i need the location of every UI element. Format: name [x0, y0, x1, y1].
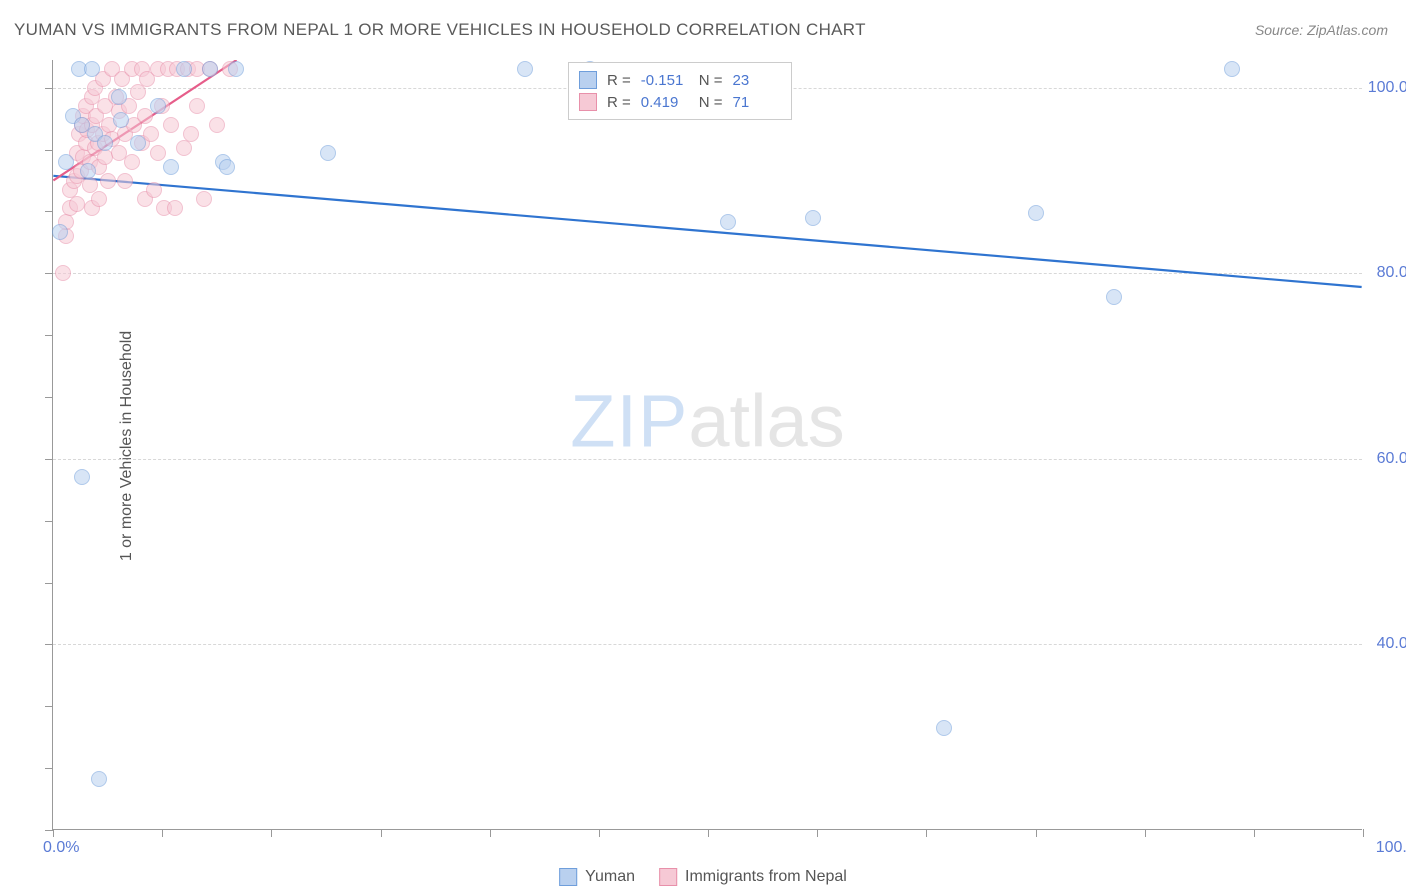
y-tick-label: 60.0% [1377, 450, 1406, 468]
correlation-legend: R = -0.151 N = 23 R = 0.419 N = 71 [568, 62, 792, 120]
source-attribution: Source: ZipAtlas.com [1255, 22, 1388, 38]
r-value-nepal: 0.419 [641, 94, 689, 111]
data-point [55, 265, 71, 281]
data-point [150, 145, 166, 161]
data-point [209, 117, 225, 133]
legend-swatch-yuman [579, 71, 597, 89]
legend-label-nepal: Immigrants from Nepal [685, 868, 847, 886]
x-axis-max-label: 100.0% [1376, 839, 1406, 857]
chart-title: YUMAN VS IMMIGRANTS FROM NEPAL 1 OR MORE… [14, 20, 866, 40]
data-point [130, 84, 146, 100]
data-point [113, 112, 129, 128]
data-point [91, 771, 107, 787]
y-tick-label: 40.0% [1377, 635, 1406, 653]
data-point [74, 469, 90, 485]
data-point [111, 89, 127, 105]
data-point [58, 154, 74, 170]
legend-swatch-nepal [579, 93, 597, 111]
data-point [1106, 289, 1122, 305]
data-point [219, 159, 235, 175]
legend-swatch-yuman [559, 868, 577, 886]
data-point [124, 154, 140, 170]
data-point [163, 117, 179, 133]
data-point [100, 173, 116, 189]
data-point [228, 61, 244, 77]
data-point [1224, 61, 1240, 77]
data-point [150, 98, 166, 114]
legend-label-yuman: Yuman [585, 868, 635, 886]
n-value-yuman: 23 [733, 72, 781, 89]
data-point [69, 196, 85, 212]
r-value-yuman: -0.151 [641, 72, 689, 89]
data-point [130, 135, 146, 151]
data-point [117, 173, 133, 189]
x-axis-min-label: 0.0% [43, 839, 79, 857]
data-point [936, 720, 952, 736]
data-point [189, 98, 205, 114]
legend-item-nepal: Immigrants from Nepal [659, 868, 847, 886]
watermark: ZIPatlas [570, 379, 844, 464]
watermark-zip: ZIP [570, 380, 688, 463]
watermark-atlas: atlas [688, 380, 844, 463]
data-point [146, 182, 162, 198]
y-tick-label: 100.0% [1368, 79, 1406, 97]
data-point [176, 140, 192, 156]
legend-row-nepal: R = 0.419 N = 71 [579, 91, 781, 113]
n-label: N = [699, 72, 723, 89]
data-point [320, 145, 336, 161]
data-point [1028, 205, 1044, 221]
data-point [202, 61, 218, 77]
data-point [176, 61, 192, 77]
data-point [183, 126, 199, 142]
data-point [97, 135, 113, 151]
data-point [167, 200, 183, 216]
series-legend: Yuman Immigrants from Nepal [559, 868, 847, 886]
r-label: R = [607, 94, 631, 111]
legend-swatch-nepal [659, 868, 677, 886]
legend-row-yuman: R = -0.151 N = 23 [579, 69, 781, 91]
data-point [196, 191, 212, 207]
chart-plot-area: ZIPatlas 40.0%60.0%80.0%100.0% 0.0% 100.… [52, 60, 1362, 830]
data-point [84, 61, 100, 77]
n-label: N = [699, 94, 723, 111]
data-point [163, 159, 179, 175]
legend-item-yuman: Yuman [559, 868, 635, 886]
data-point [80, 163, 96, 179]
data-point [517, 61, 533, 77]
n-value-nepal: 71 [733, 94, 781, 111]
y-tick-label: 80.0% [1377, 264, 1406, 282]
r-label: R = [607, 72, 631, 89]
data-point [52, 224, 68, 240]
data-point [720, 214, 736, 230]
data-point [805, 210, 821, 226]
data-point [91, 191, 107, 207]
trend-lines [53, 60, 1362, 829]
